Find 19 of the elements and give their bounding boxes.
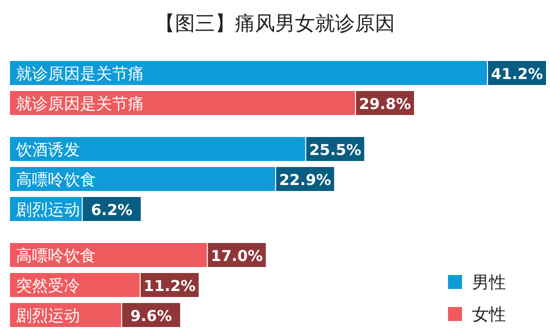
chart-title: 【图三】痛风男女就诊原因 <box>155 11 395 35</box>
y-tick-label: 高嘌呤饮食 <box>16 170 96 189</box>
data-label: 9.6% <box>130 307 172 325</box>
data-label: 11.2% <box>144 277 196 295</box>
data-label: 22.9% <box>279 171 332 189</box>
legend-label: 男性 <box>472 273 506 293</box>
y-tick-label: 剧烈运动 <box>16 306 80 325</box>
legend-label: 女性 <box>472 305 506 325</box>
y-tick-label: 就诊原因是关节痛 <box>16 64 144 83</box>
data-label: 17.0% <box>210 247 263 265</box>
data-label: 41.2% <box>490 65 544 83</box>
data-label: 29.8% <box>358 95 412 113</box>
data-label: 25.5% <box>309 141 362 159</box>
y-tick-label: 饮酒诱发 <box>15 140 80 159</box>
y-tick-label: 突然受冷 <box>16 276 80 295</box>
data-label: 6.2% <box>90 201 133 219</box>
y-tick-label: 高嘌呤饮食 <box>16 246 96 265</box>
y-tick-label: 剧烈运动 <box>16 200 80 219</box>
y-tick-label: 就诊原因是关节痛 <box>16 94 144 113</box>
